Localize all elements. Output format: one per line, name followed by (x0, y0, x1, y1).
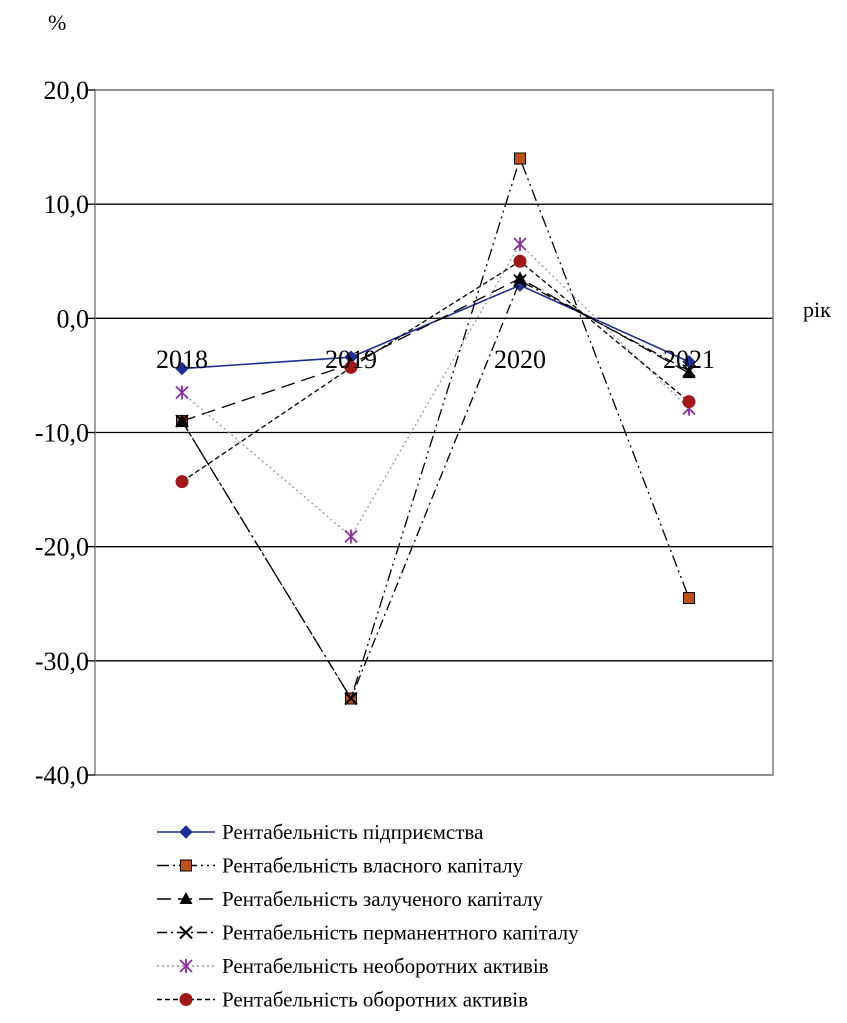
y-axis-unit-label: % (48, 10, 66, 35)
x-tick-label: 2018 (156, 345, 208, 374)
data-point (175, 385, 189, 400)
series-line (181, 260, 690, 483)
y-axis: 20,0 10,0 0,0 -10,0 -20,0 -30,0 -40,0 (35, 76, 95, 790)
gridlines (95, 89, 773, 776)
data-point (344, 360, 358, 374)
series-5 (175, 237, 696, 544)
y-tick-label: -10,0 (35, 419, 89, 448)
x-axis-unit-label: рік (803, 297, 831, 322)
data-point (344, 691, 358, 706)
y-tick-label: 20,0 (44, 76, 90, 105)
series-3 (175, 271, 696, 427)
data-point (344, 529, 358, 544)
y-tick-label: 10,0 (44, 190, 90, 219)
data-point (513, 273, 527, 288)
legend-item: Рентабельність необоротних активів (157, 954, 549, 978)
x-axis: 2018 2019 2020 2021 (156, 345, 715, 374)
legend-item: Рентабельність власного капіталу (157, 854, 524, 878)
legend-label: Рентабельність необоротних активів (222, 954, 549, 978)
y-tick-label: -30,0 (35, 647, 89, 676)
data-point (179, 925, 193, 940)
legend-label: Рентабельність підприємства (222, 820, 484, 844)
series-6 (175, 254, 696, 489)
data-point (682, 395, 696, 409)
y-tick-label: -40,0 (35, 761, 89, 790)
x-tick-label: 2021 (663, 345, 715, 374)
legend-item: Рентабельність оборотних активів (157, 988, 528, 1012)
y-tick-label: -20,0 (35, 533, 89, 562)
data-point (513, 254, 527, 268)
series-line (181, 284, 690, 370)
data-point (179, 993, 193, 1006)
series-line (181, 243, 690, 538)
data-point (175, 361, 189, 376)
data-point (514, 152, 526, 165)
x-tick-label: 2020 (494, 345, 546, 374)
series-line (181, 277, 690, 422)
data-point (175, 475, 189, 489)
series-line (181, 279, 690, 700)
legend-item: Рентабельність перманентного капіталу (157, 921, 579, 945)
legend-item: Рентабельність залученого капіталу (157, 887, 544, 911)
series-layer (175, 152, 696, 706)
data-point (180, 859, 192, 872)
data-point (179, 825, 193, 839)
x-tick-label: 2019 (325, 345, 377, 374)
legend-label: Рентабельність власного капіталу (222, 854, 524, 878)
legend-label: Рентабельність залученого капіталу (222, 887, 544, 911)
series-1 (175, 278, 696, 376)
data-point (179, 959, 193, 973)
legend-label: Рентабельність перманентного капіталу (222, 921, 579, 945)
series-2 (176, 152, 695, 705)
legend: Рентабельність підприємства Рентабельніст… (157, 820, 579, 1012)
data-point (513, 271, 527, 284)
series-4 (175, 273, 696, 706)
legend-item: Рентабельність підприємства (157, 820, 484, 844)
series-line (181, 156, 690, 701)
legend-label: Рентабельність оборотних активів (222, 988, 528, 1012)
data-point (683, 592, 695, 605)
y-tick-label: 0,0 (57, 304, 90, 333)
data-point (682, 364, 696, 378)
data-point (513, 237, 527, 252)
data-point (175, 414, 189, 428)
data-point (179, 892, 193, 904)
